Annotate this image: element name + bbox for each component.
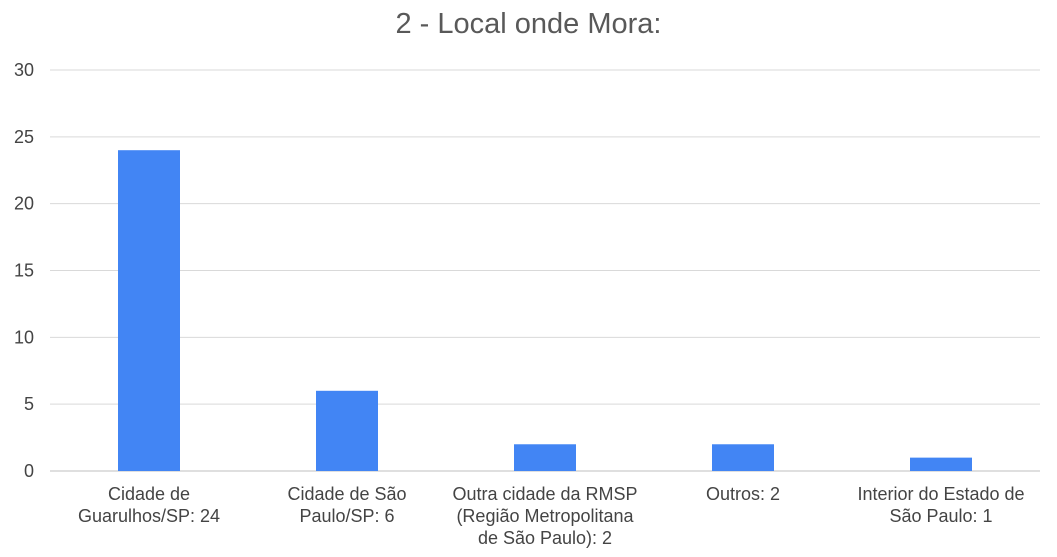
x-category-label: Cidade de São Paulo/SP: 6 [287,484,406,526]
x-category-label: Outra cidade da RMSP (Região Metropolitan… [452,484,637,548]
x-category-label-line: (Região Metropolitana [456,506,634,526]
bar [316,390,378,471]
x-category-label: Outros: 2 [706,484,780,504]
x-category-label-line: Interior do Estado de [857,484,1024,504]
bars [118,150,972,471]
y-tick-label: 20 [14,194,34,214]
x-category-label-line: Outros: 2 [706,484,780,504]
x-category-label-line: Guarulhos/SP: 24 [78,506,220,526]
y-tick-label: 5 [24,394,34,414]
bar [118,150,180,471]
bar [514,444,576,471]
x-category-label-line: Cidade de [108,484,190,504]
bar [712,444,774,471]
y-tick-label: 10 [14,327,34,347]
x-category-label: Interior do Estado de São Paulo: 1 [857,484,1024,526]
chart-title: 2 - Local onde Mora: [395,8,662,40]
y-tick-label: 30 [14,60,34,80]
x-category-label: Cidade de Guarulhos/SP: 24 [78,484,220,526]
bar [910,457,972,471]
x-category-label-line: Outra cidade da RMSP [452,484,637,504]
x-category-label-line: de São Paulo): 2 [478,528,612,548]
x-category-label-line: Paulo/SP: 6 [299,506,394,526]
x-axis-labels: Cidade de Guarulhos/SP: 24 Cidade de São Pa… [78,484,1025,548]
y-tick-label: 0 [24,461,34,481]
x-category-label-line: São Paulo: 1 [889,506,992,526]
y-tick-label: 15 [14,261,34,281]
gridlines [50,69,1040,472]
y-axis-ticks: 0 5 10 15 20 25 30 [14,60,34,481]
x-category-label-line: Cidade de São [287,484,406,504]
y-tick-label: 25 [14,127,34,147]
